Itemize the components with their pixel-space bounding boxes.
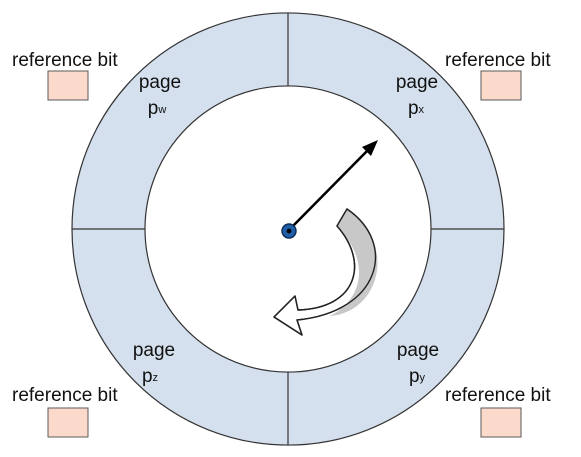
page-z-word: page xyxy=(133,340,175,361)
page-z-name: pz xyxy=(142,366,158,387)
page-w-name: pw xyxy=(148,98,167,119)
page-y-name: py xyxy=(409,366,426,387)
page-w-word: page xyxy=(139,72,181,93)
reference-bit-label-top-left: reference bit xyxy=(12,50,118,71)
reference-bit-label-bottom-left: reference bit xyxy=(12,385,118,406)
rotation-curved-arrow-shade xyxy=(330,209,378,316)
clock-hand-arrow-icon xyxy=(288,140,378,231)
reference-bit-box-bottom-right xyxy=(480,407,522,438)
rotation-curved-arrow-outline xyxy=(273,208,377,336)
page-y-word: page xyxy=(397,340,439,361)
page-x-word: page xyxy=(396,72,438,93)
reference-bit-label-top-right: reference bit xyxy=(445,50,551,71)
clock-hub xyxy=(281,223,297,239)
reference-bit-box-bottom-left xyxy=(47,407,89,438)
reference-bit-label-bottom-right: reference bit xyxy=(445,385,551,406)
page-x-name: px xyxy=(408,98,425,119)
reference-bit-box-top-left xyxy=(47,70,89,101)
reference-bit-box-top-right xyxy=(480,70,522,101)
